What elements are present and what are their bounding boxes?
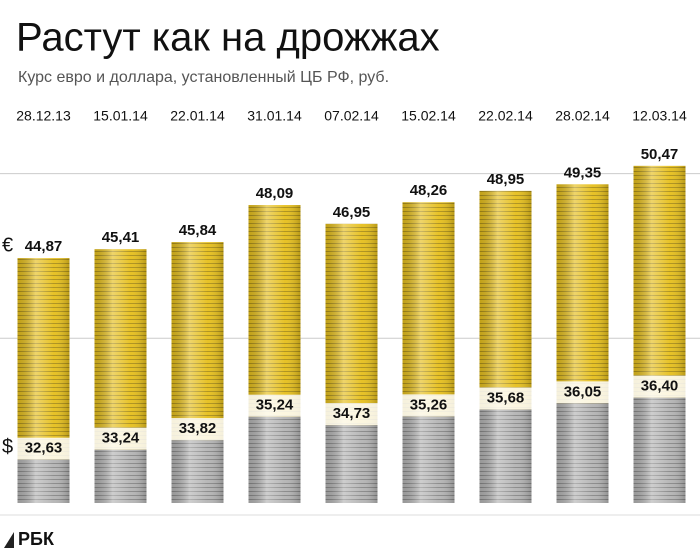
value-label: 45,41 — [102, 229, 140, 246]
value-label: 36,40 — [641, 378, 679, 395]
label-backdrop — [171, 418, 224, 441]
value-label: 48,09 — [256, 185, 294, 202]
value-label: 35,24 — [256, 397, 294, 414]
value-label: 35,26 — [410, 396, 448, 413]
value-label: 46,95 — [333, 204, 371, 221]
label-backdrop — [94, 427, 147, 450]
value-label: 48,26 — [410, 182, 448, 199]
source-logo: РБК — [18, 529, 55, 549]
value-label: 35,68 — [487, 389, 525, 406]
x-tick-label: 12.03.14 — [632, 108, 687, 124]
bar-shading — [479, 409, 532, 503]
x-tick-label: 07.02.14 — [324, 108, 379, 124]
x-tick-label: 31.01.14 — [247, 108, 302, 124]
label-backdrop — [556, 381, 609, 404]
x-tick-label: 28.02.14 — [555, 108, 610, 124]
bar-shading — [325, 425, 378, 503]
label-backdrop — [479, 387, 532, 410]
bar-shading — [94, 449, 147, 503]
x-tick-label: 15.01.14 — [93, 108, 148, 124]
label-backdrop — [17, 437, 70, 460]
value-label: 33,82 — [179, 420, 217, 437]
value-label: 50,47 — [641, 146, 679, 163]
bar-shading — [248, 416, 301, 503]
x-tick-label: 15.02.14 — [401, 108, 456, 124]
x-tick-label: 22.02.14 — [478, 108, 533, 124]
value-label: 36,05 — [564, 383, 602, 400]
value-label: 32,63 — [25, 440, 63, 457]
label-backdrop — [248, 394, 301, 417]
label-backdrop — [325, 403, 378, 426]
value-label: 49,35 — [564, 164, 602, 181]
x-tick-label: 28.12.13 — [16, 108, 71, 124]
label-backdrop — [402, 394, 455, 417]
value-label: 34,73 — [333, 405, 371, 422]
bar-shading — [402, 416, 455, 503]
value-label: 45,84 — [179, 222, 217, 239]
value-label: 44,87 — [25, 238, 63, 255]
logo-mark — [4, 532, 14, 548]
chart-title: Растут как на дрожжах — [16, 16, 440, 60]
x-tick-label: 22.01.14 — [170, 108, 225, 124]
legend-label: € — [2, 234, 13, 256]
bar-shading — [17, 459, 70, 503]
chart-subtitle: Курс евро и доллара, установленный ЦБ РФ… — [18, 69, 389, 86]
label-backdrop — [633, 375, 686, 398]
bar-shading — [171, 440, 224, 503]
value-label: 48,95 — [487, 171, 525, 188]
legend-label: $ — [2, 436, 13, 458]
bar-shading — [556, 403, 609, 503]
bar-shading — [633, 397, 686, 503]
value-label: 33,24 — [102, 430, 140, 447]
